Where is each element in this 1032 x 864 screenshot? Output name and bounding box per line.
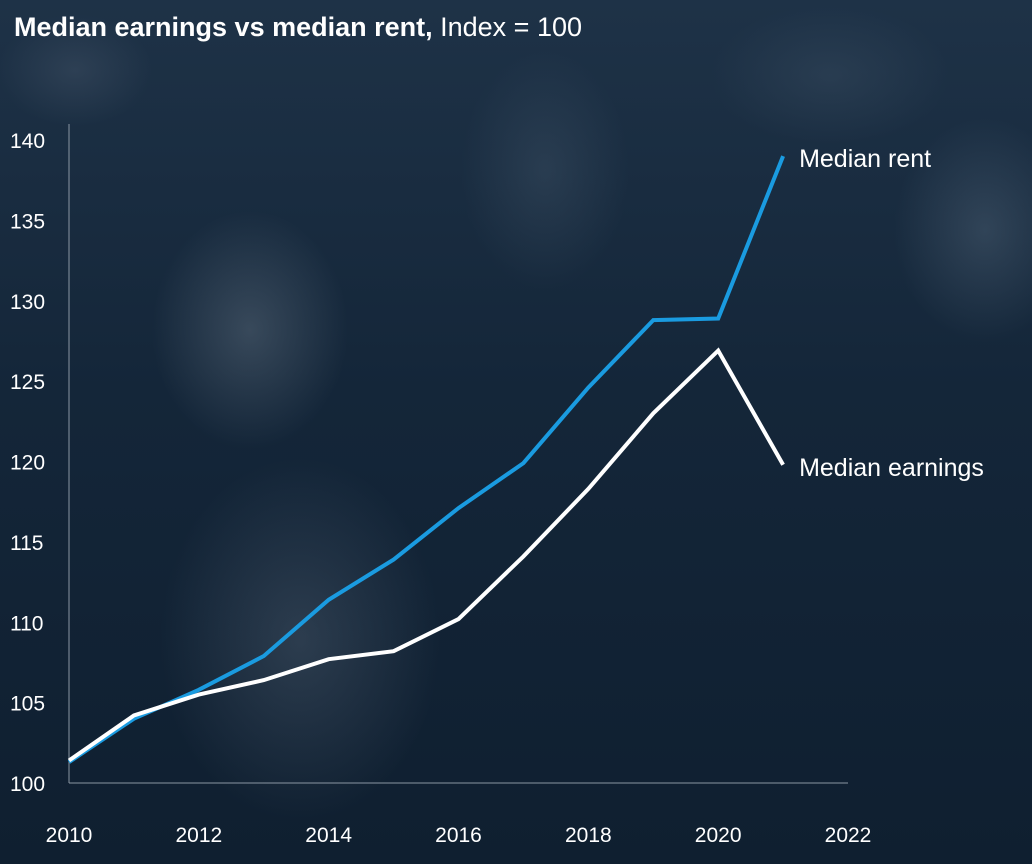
y-tick-labels: 100 105 110 115 120 125 130 135 140 bbox=[10, 130, 45, 796]
chart-title: Median earnings vs median rent, Index = … bbox=[14, 10, 582, 44]
y-tick-label-115: 115 bbox=[10, 532, 43, 555]
series-line-median-earnings bbox=[67, 347, 785, 763]
x-tick-label-2014: 2014 bbox=[305, 824, 352, 847]
y-tick-label-120: 120 bbox=[10, 452, 45, 475]
y-tick-label-110: 110 bbox=[10, 612, 43, 635]
series-labels: Median rent Median earnings bbox=[799, 145, 984, 482]
chart-title-normal: Index = 100 bbox=[432, 12, 582, 42]
x-tick-label-2022: 2022 bbox=[825, 824, 872, 847]
x-tick-label-2020: 2020 bbox=[695, 824, 742, 847]
y-tick-label-140: 140 bbox=[10, 130, 45, 153]
y-tick-label-105: 105 bbox=[10, 693, 45, 716]
x-tick-label-2010: 2010 bbox=[46, 824, 93, 847]
y-tick-label-125: 125 bbox=[10, 371, 45, 394]
x-tick-label-2016: 2016 bbox=[435, 824, 482, 847]
y-tick-label-130: 130 bbox=[10, 291, 45, 314]
x-tick-label-2012: 2012 bbox=[175, 824, 222, 847]
x-tick-label-2018: 2018 bbox=[565, 824, 612, 847]
series-label-median-earnings: Median earnings bbox=[799, 454, 984, 482]
series-label-median-rent: Median rent bbox=[799, 145, 931, 173]
chart-title-bold: Median earnings vs median rent, bbox=[14, 12, 433, 42]
series-line-median-rent bbox=[67, 155, 785, 764]
y-tick-label-135: 135 bbox=[10, 210, 45, 233]
series-lines bbox=[67, 155, 785, 764]
y-tick-label-100: 100 bbox=[10, 773, 45, 796]
x-tick-labels: 2010 2012 2014 2016 2018 2020 2022 bbox=[46, 824, 872, 847]
